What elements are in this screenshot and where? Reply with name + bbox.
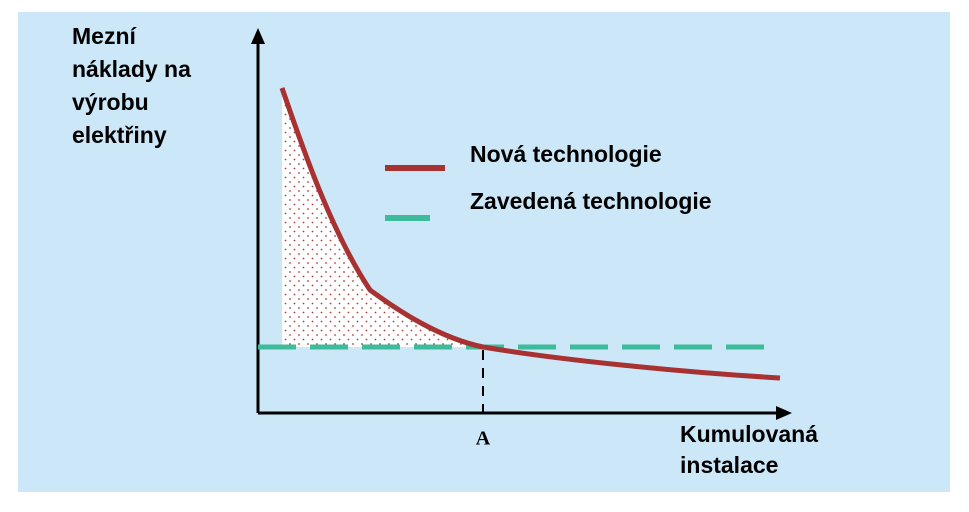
y-axis-label: výrobu — [72, 89, 149, 115]
y-axis-label: Mezní — [72, 23, 138, 49]
legend-label: Zavedená technologie — [470, 188, 712, 214]
panel — [18, 12, 950, 492]
y-axis-label: náklady na — [72, 56, 191, 82]
new-tech-curve — [279, 87, 781, 381]
marker-label: A — [476, 428, 491, 450]
x-axis-label: instalace — [680, 452, 778, 478]
x-axis-label: Kumulovaná — [680, 421, 818, 447]
x-axis-arrow — [776, 406, 792, 420]
shaded-area — [282, 88, 483, 347]
y-axis-label: elektřiny — [72, 122, 167, 148]
y-axis-arrow — [251, 28, 265, 44]
legend-label: Nová technologie — [470, 141, 662, 167]
